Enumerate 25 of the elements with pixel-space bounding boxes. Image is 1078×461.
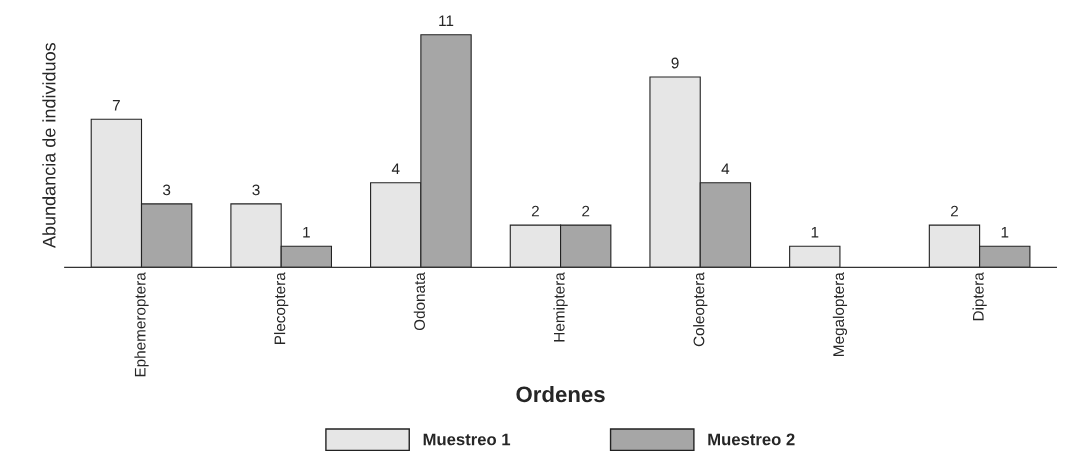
data-label: 1 [303,226,310,238]
x-tick-label: Odonata [413,272,425,331]
x-tick-label: Ephemeroptera [134,272,149,377]
bar [789,245,841,268]
legend-label: Muestreo 1 [423,433,511,446]
data-label: 4 [391,163,400,175]
data-label: 7 [112,100,120,111]
data-label: 3 [252,184,260,196]
x-tick-label: Coleoptera [693,272,708,347]
x-axis-title: Ordenes [516,385,605,403]
data-label: 4 [721,163,730,175]
y-axis-title: Abundancia de individuos [42,42,56,249]
data-label: 1 [811,226,819,238]
data-label: 2 [531,205,539,217]
data-label: 9 [671,57,679,69]
data-label: 1 [1001,226,1009,238]
legend-label: Muestreo 2 [708,433,795,446]
x-tick-label: Megaloptera [832,272,848,356]
data-label: 11 [439,15,454,26]
x-tick-label: Diptera [972,272,987,321]
x-tick-label: Hemiptera [553,272,568,342]
x-tick-label: Plecoptera [274,272,289,345]
data-label: 2 [582,205,590,217]
data-label: 3 [162,184,171,196]
data-label: 2 [950,205,958,217]
